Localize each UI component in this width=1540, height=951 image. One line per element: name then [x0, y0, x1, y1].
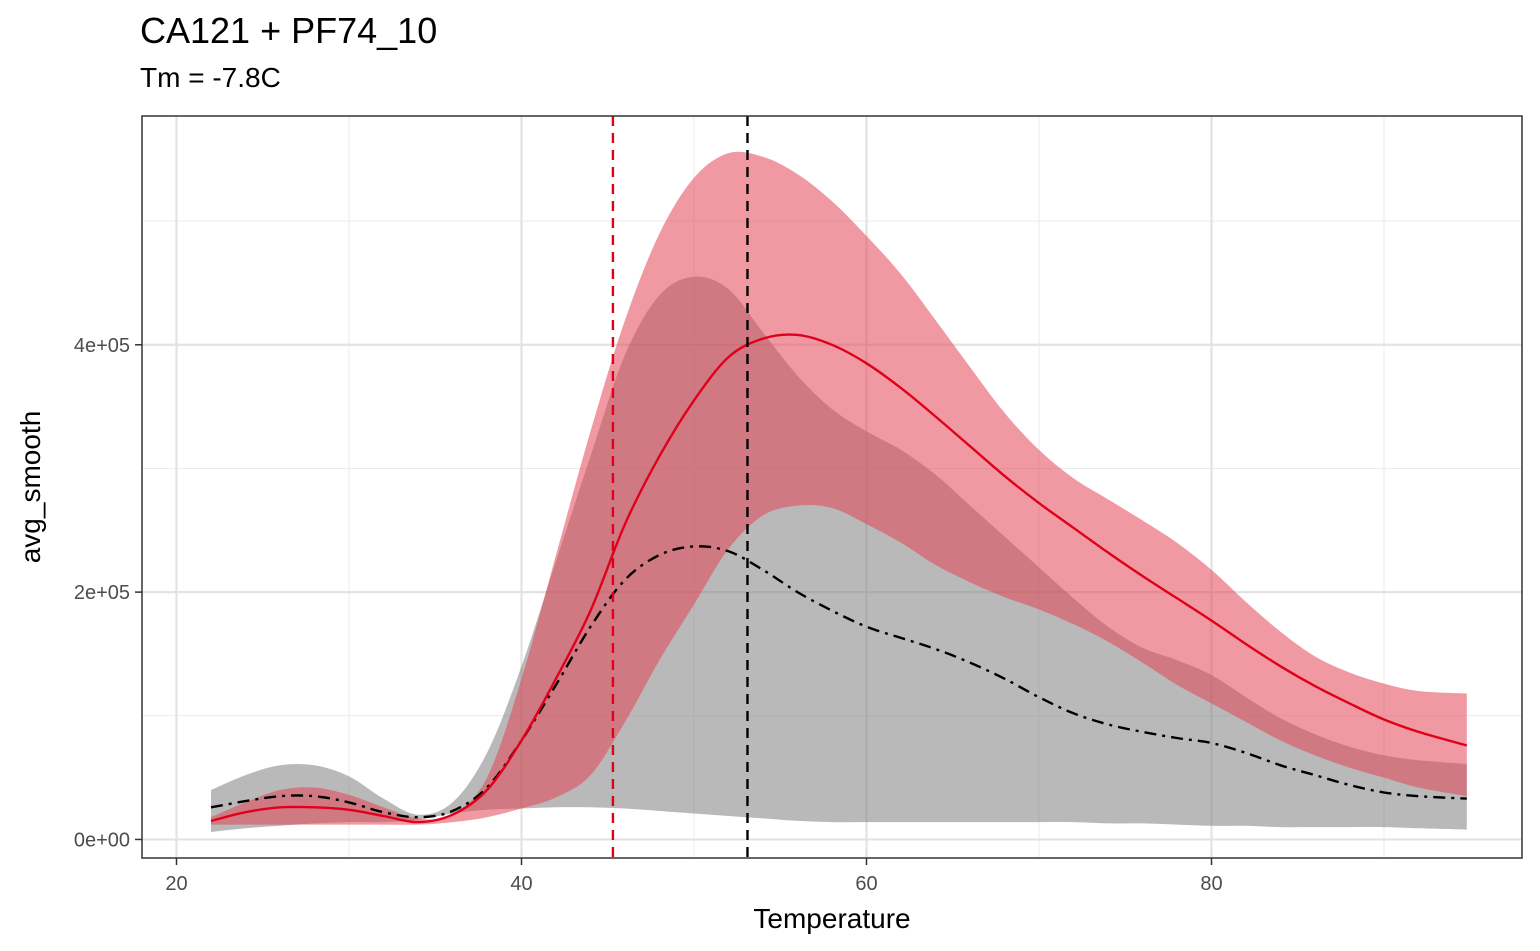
series-lines [210, 333, 1468, 824]
x-tick-label: 60 [855, 873, 877, 895]
axes: 20 40 60 80 0e+00 2e+05 4e+05 [74, 335, 1223, 895]
x-axis-title: Temperature [753, 903, 910, 934]
y-axis-title: avg_smooth [15, 411, 46, 564]
y-tick-label: 0e+00 [74, 829, 130, 851]
x-tick-label: 80 [1200, 873, 1222, 895]
x-tick-label: 20 [165, 873, 187, 895]
confidence-ribbons [211, 151, 1467, 832]
x-tick-label: 40 [510, 873, 532, 895]
y-tick-label: 2e+05 [74, 582, 130, 604]
chart-subtitle: Tm = -7.8C [140, 62, 281, 93]
chart-title: CA121 + PF74_10 [140, 10, 438, 51]
line-series-2 [210, 333, 1468, 824]
y-tick-label: 4e+05 [74, 335, 130, 357]
panel-border [141, 115, 1523, 859]
reference-lines [611, 116, 749, 858]
ribbon-series-2 [211, 151, 1467, 825]
